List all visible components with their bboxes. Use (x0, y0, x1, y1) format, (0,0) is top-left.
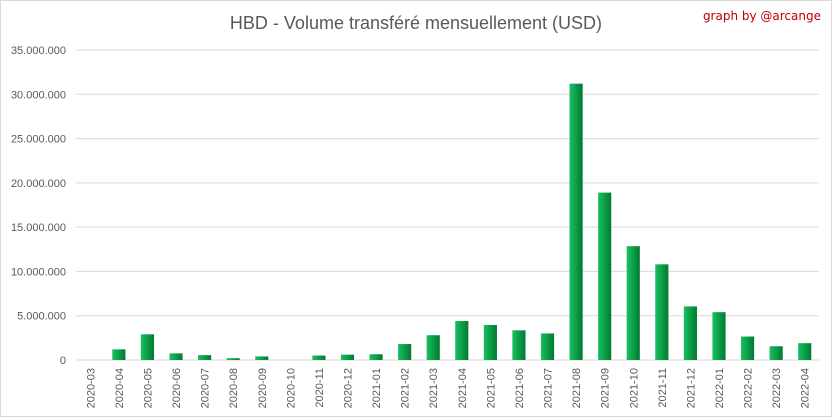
bar (369, 354, 383, 360)
bar (198, 355, 212, 360)
y-tick-label: 25.000.000 (11, 134, 66, 146)
x-tick-label: 2022-01 (714, 368, 726, 408)
bar (798, 343, 812, 360)
x-tick-label: 2021-02 (400, 368, 412, 408)
x-tick-label: 2020-06 (171, 368, 183, 408)
bar (769, 346, 783, 360)
bar (340, 354, 355, 360)
x-tick-label: 2022-02 (743, 368, 755, 408)
bar (540, 333, 555, 360)
bar (255, 356, 269, 360)
x-tick-label: 2021-03 (428, 368, 440, 408)
x-tick-label: 2020-05 (142, 368, 154, 408)
y-tick-label: 0 (60, 355, 66, 367)
bar (226, 358, 240, 360)
x-tick-label: 2020-03 (85, 368, 97, 408)
x-tick-label: 2021-04 (457, 368, 469, 408)
bars (112, 83, 812, 361)
x-tick-label: 2021-01 (371, 368, 383, 408)
bar (483, 325, 497, 360)
x-tick-label: 2022-03 (771, 368, 783, 408)
y-tick-label: 5.000.000 (17, 311, 66, 323)
x-tick-label: 2020-12 (342, 368, 354, 408)
y-tick-label: 10.000.000 (11, 266, 66, 278)
chart-title: HBD - Volume transféré mensuellement (US… (229, 13, 603, 33)
x-axis: 2020-03 2020-04 2020-05 2020-06 2020-07 2020-… (85, 368, 811, 408)
x-tick-label: 2020-04 (114, 368, 126, 408)
bar (683, 306, 697, 360)
bar (626, 246, 640, 360)
y-tick-label: 30.000.000 (11, 89, 66, 101)
x-tick-label: 2022-04 (800, 368, 812, 408)
gridlines (76, 49, 819, 361)
bar (140, 334, 155, 360)
x-tick-label: 2021-07 (543, 368, 555, 408)
bar (112, 349, 126, 360)
x-tick-label: 2020-11 (314, 368, 326, 408)
x-tick-label: 2020-09 (257, 368, 269, 408)
bar (740, 336, 755, 360)
x-tick-label: 2021-11 (657, 368, 669, 408)
bar (569, 83, 583, 361)
y-tick-label: 20.000.000 (11, 178, 66, 190)
bar (712, 312, 726, 360)
bar (169, 353, 183, 360)
bar (512, 330, 526, 360)
y-axis: 0 5.000.000 10.000.000 15.000.000 20.000.000… (11, 45, 66, 367)
x-tick-label: 2021-05 (485, 368, 497, 408)
x-tick-label: 2020-10 (285, 368, 297, 408)
bar (426, 335, 440, 360)
x-tick-label: 2021-09 (600, 368, 612, 408)
y-tick-label: 15.000.000 (11, 222, 66, 234)
x-tick-label: 2021-08 (571, 368, 583, 408)
y-tick-label: 35.000.000 (11, 45, 66, 57)
bar (655, 264, 669, 360)
bar (312, 355, 326, 360)
x-tick-label: 2021-10 (628, 368, 640, 408)
bar (455, 321, 469, 360)
bar (398, 344, 412, 360)
bar (598, 192, 612, 360)
x-tick-label: 2021-06 (514, 368, 526, 408)
x-tick-label: 2020-08 (228, 368, 240, 408)
chart-credit: graph by @arcange (702, 9, 821, 23)
x-tick-label: 2021-12 (685, 368, 697, 408)
x-tick-label: 2020-07 (200, 368, 212, 408)
